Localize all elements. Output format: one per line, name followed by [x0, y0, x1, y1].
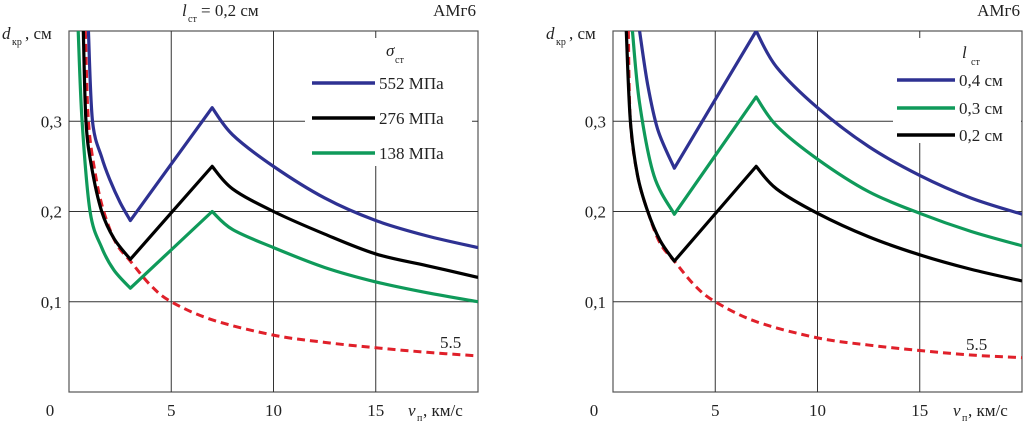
x-tick-label: 0: [590, 401, 599, 420]
x-tick-label: 10: [809, 401, 826, 420]
y-axis-label-rest: , см: [569, 24, 596, 43]
x-tick-label: 0: [46, 401, 55, 420]
y-tick-label: 0,1: [41, 293, 62, 312]
legend-label: 138 МПа: [379, 144, 444, 163]
x-axis-label-var: v: [953, 401, 961, 420]
legend-title-sub: ст: [971, 57, 980, 68]
y-axis-label-rest: , см: [25, 24, 52, 43]
curve-annotation: 5.5: [966, 335, 987, 354]
y-axis-label-var: d: [2, 24, 11, 43]
x-tick-label: 15: [367, 401, 384, 420]
material-label: АМг6: [977, 1, 1020, 20]
legend-label: 0,2 см: [959, 126, 1003, 145]
x-tick-label: 10: [265, 401, 282, 420]
series-line-138: [76, 31, 478, 304]
x-axis-label-sub: п: [417, 413, 423, 424]
y-axis-label-sub: кр: [556, 37, 566, 48]
legend-box: [305, 38, 472, 166]
chart-right: 0 5 10 15 0,1 0,2 0,3 lст 0,4 см 0,3 см 0,2 см АМ…: [546, 1, 1023, 424]
title-rest: = 0,2 см: [201, 1, 259, 20]
y-tick-label: 0,2: [41, 203, 62, 222]
y-axis-label-sub: кр: [12, 37, 22, 48]
legend-label: 276 МПа: [379, 109, 444, 128]
y-tick-label: 0,1: [585, 293, 606, 312]
series-line-04: [638, 31, 1022, 216]
series-line-03: [630, 31, 1022, 248]
series-line-276: [81, 31, 478, 279]
legend-title-var: σ: [386, 41, 395, 60]
x-axis-label-var: v: [408, 401, 416, 420]
x-axis-label-rest: , км/с: [423, 401, 463, 420]
series-line-552: [86, 31, 478, 250]
x-axis-label-rest: , км/с: [968, 401, 1008, 420]
legend-label: 0,4 см: [959, 71, 1003, 90]
legend-label: 552 МПа: [379, 74, 444, 93]
legend-title-sub: ст: [395, 55, 404, 66]
x-tick-label: 5: [711, 401, 720, 420]
series-line-02: [624, 31, 1022, 283]
x-tick-label: 5: [167, 401, 176, 420]
y-tick-label: 0,2: [585, 203, 606, 222]
x-axis-label-sub: п: [962, 413, 968, 424]
title-var: l: [182, 1, 187, 20]
y-axis-label-var: d: [546, 24, 555, 43]
series-line-dashed: [83, 31, 478, 358]
title-sub: ст: [188, 14, 197, 25]
y-tick-label: 0,3: [585, 112, 606, 131]
y-tick-label: 0,3: [41, 112, 62, 131]
curve-annotation: 5.5: [440, 333, 461, 352]
legend-box: [893, 38, 1021, 143]
legend-label: 0,3 см: [959, 99, 1003, 118]
x-tick-label: 15: [911, 401, 928, 420]
material-label: АМг6: [433, 1, 476, 20]
legend-title-var: l: [962, 43, 967, 62]
